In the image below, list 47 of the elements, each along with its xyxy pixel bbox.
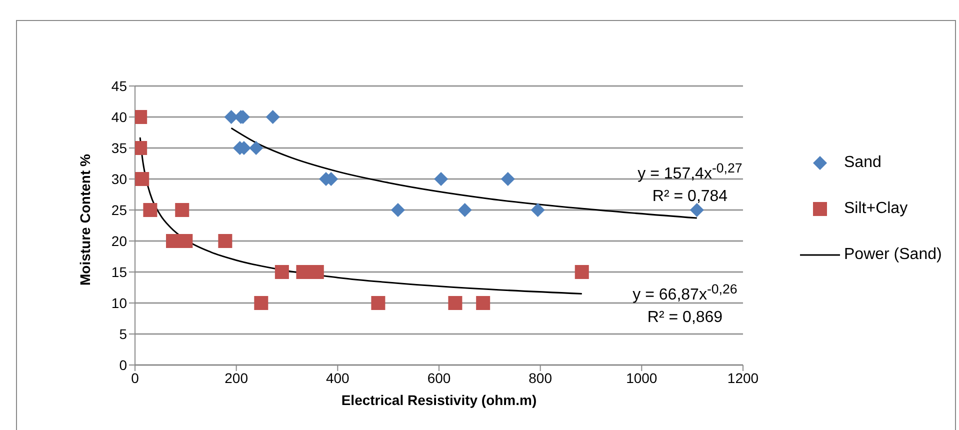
point (266, 110, 280, 124)
point (135, 172, 150, 186)
point (296, 265, 310, 279)
x-tick-label: 1000 (626, 370, 658, 386)
legend-label: Power (Sand) (844, 246, 942, 264)
point (390, 203, 405, 217)
x-tick-label: 600 (427, 370, 451, 386)
annotation: y = 66,87x$^{-0,26}$ (632, 281, 738, 305)
y-axis-title: Moisture Content % (76, 154, 93, 286)
point (434, 172, 448, 186)
x-axis-title: Electrical Resistivity (ohm.m) (341, 392, 537, 408)
y-tick-label: 35 (111, 140, 128, 156)
point (175, 203, 190, 217)
y-tick-label: 10 (111, 294, 128, 311)
annotation: y = 157,4x$^{-0,27}$ (638, 160, 742, 184)
y-tick-label: 15 (111, 264, 128, 280)
legend-label: Silt+Clay (844, 200, 908, 218)
point (254, 296, 268, 310)
point (690, 203, 704, 217)
point (448, 296, 462, 310)
y-tick-label: 45 (111, 78, 128, 94)
point (500, 172, 515, 186)
point (530, 203, 545, 217)
point (574, 265, 589, 279)
annotation: R² = 0,784 (652, 188, 728, 206)
y-tick-label: 0 (119, 356, 128, 373)
x-tick-label: 200 (224, 370, 248, 386)
point (371, 296, 386, 310)
y-tick-label: 20 (111, 232, 128, 249)
x-tick-label: 400 (326, 370, 350, 386)
point (310, 265, 324, 279)
x-tick-label: 1200 (727, 370, 759, 386)
y-tick-label: 30 (111, 170, 128, 187)
point (476, 296, 490, 310)
x-tick-label: 800 (528, 370, 552, 386)
point (458, 203, 472, 217)
point (178, 234, 193, 248)
point (143, 203, 158, 217)
y-tick-label: 40 (111, 108, 128, 125)
point (218, 234, 232, 248)
point (274, 265, 289, 279)
annotation: R² = 0,869 (647, 309, 723, 327)
legend-label: Sand (844, 154, 882, 172)
y-tick-label: 5 (119, 326, 128, 342)
y-tick-label: 25 (111, 202, 128, 218)
point (249, 141, 264, 155)
x-tick-label: 0 (131, 370, 140, 386)
